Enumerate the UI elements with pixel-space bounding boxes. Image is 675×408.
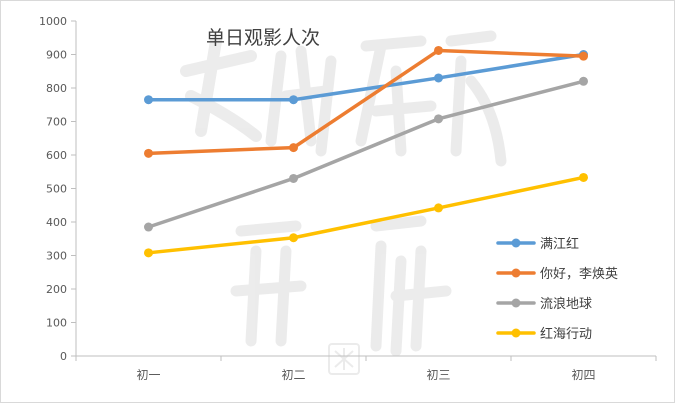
data-point (434, 203, 443, 213)
data-point (144, 248, 153, 258)
data-point (144, 148, 153, 158)
data-point (289, 143, 298, 153)
legend-swatch-marker (511, 328, 521, 338)
legend-item: 流浪地球 (496, 297, 592, 312)
x-tick-label: 初四 (571, 368, 595, 382)
y-tick-label: 500 (46, 183, 67, 196)
data-point (434, 45, 443, 55)
legend-item: 满江红 (496, 236, 579, 252)
series-3 (144, 76, 588, 232)
data-point (434, 114, 443, 124)
y-tick-label: 1000 (39, 15, 67, 28)
data-point (289, 233, 298, 243)
legend-swatch-marker (511, 268, 521, 278)
y-tick-label: 200 (46, 283, 67, 296)
y-tick-label: 400 (46, 216, 67, 229)
data-point (579, 51, 588, 61)
y-tick-label: 900 (46, 49, 67, 62)
series-line (146, 48, 586, 156)
legend-swatch-marker (511, 238, 521, 248)
x-tick-label: 初二 (281, 368, 305, 382)
data-point (579, 76, 588, 86)
legend-label: 满江红 (540, 236, 579, 252)
x-tick-label: 初三 (426, 368, 450, 382)
y-tick-label: 0 (60, 350, 67, 363)
series-line (146, 175, 586, 255)
legend-label: 流浪地球 (540, 297, 592, 312)
data-point (144, 95, 153, 105)
series-line (146, 79, 586, 229)
y-tick-label: 600 (46, 149, 67, 162)
legend-swatch-marker (511, 298, 521, 308)
legend-item: 你好，李焕英 (496, 267, 618, 282)
watermark-seal (328, 343, 360, 375)
data-point (434, 73, 443, 83)
series-line (146, 52, 586, 102)
legend-label: 你好，李焕英 (540, 267, 618, 282)
legend-label: 红海行动 (540, 326, 592, 342)
series-4 (144, 172, 588, 258)
data-point (289, 173, 298, 183)
series-2 (144, 45, 588, 158)
data-point (144, 222, 153, 232)
y-tick-label: 800 (46, 82, 67, 95)
y-tick-label: 700 (46, 116, 67, 129)
data-point (579, 172, 588, 182)
chart-title: 单日观影人次 (206, 27, 320, 49)
y-tick-label: 100 (46, 317, 67, 330)
y-tick-label: 300 (46, 250, 67, 263)
data-point (289, 95, 298, 105)
x-tick-label: 初一 (136, 368, 160, 382)
legend-item: 红海行动 (496, 326, 592, 342)
